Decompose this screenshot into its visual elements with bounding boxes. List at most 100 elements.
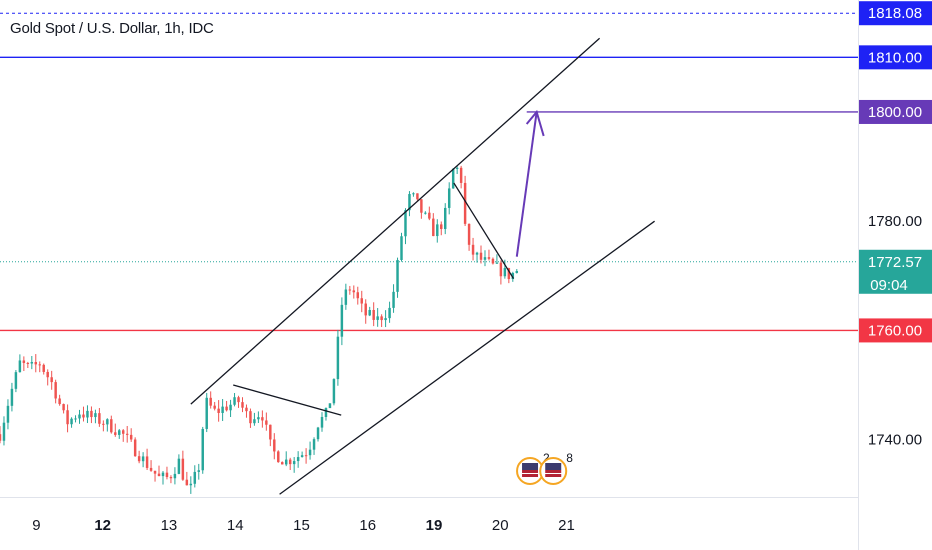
candle-body — [82, 414, 85, 418]
candle-body — [304, 455, 308, 457]
candle-body — [58, 398, 61, 405]
candle-body — [288, 459, 292, 465]
candle-body — [137, 456, 141, 462]
flag-stripe — [522, 474, 539, 477]
candle-body — [197, 470, 200, 472]
candle-body — [18, 360, 22, 373]
candle-body — [479, 252, 483, 260]
candle-body — [253, 419, 256, 424]
candle-body — [149, 467, 153, 471]
candle-body — [161, 472, 165, 477]
candle-body — [471, 244, 475, 255]
flag-canton — [522, 463, 539, 470]
candle-body — [281, 462, 284, 465]
candle-body — [348, 289, 352, 291]
candle-body — [487, 257, 491, 259]
candle-body — [475, 252, 479, 255]
candle-body — [396, 259, 399, 292]
candle-body — [444, 207, 447, 229]
candle-body — [129, 434, 133, 440]
candle-body — [300, 455, 304, 458]
candle-body — [209, 397, 212, 406]
price-label-text: 1818.08 — [868, 5, 922, 22]
candle-body — [463, 182, 467, 224]
candle-body — [316, 427, 320, 440]
countdown-label: 09:04 — [870, 277, 908, 294]
price-label-box — [859, 249, 932, 294]
candle-body — [229, 404, 232, 411]
candle-body — [328, 403, 332, 409]
candle-body — [392, 291, 395, 308]
candle-body — [233, 397, 236, 405]
price-label-box — [859, 318, 932, 343]
candle-body — [102, 423, 105, 425]
price-label-box — [859, 1, 932, 26]
flag-stripe — [545, 470, 562, 473]
y-tick-label: 1780.00 — [868, 213, 922, 230]
candle-body — [483, 257, 487, 260]
candle-body — [356, 292, 360, 299]
x-tick-label: 13 — [161, 517, 178, 534]
candle-body — [459, 167, 463, 183]
candle-body — [384, 318, 387, 321]
candle-body — [2, 422, 6, 441]
candle-body — [320, 416, 324, 428]
candle-body — [38, 364, 41, 366]
candle-body — [74, 418, 77, 420]
candle-body — [50, 377, 53, 383]
candle-body — [491, 258, 495, 264]
channel-upper-line — [190, 37, 601, 405]
candle-body — [412, 193, 415, 195]
event-count: 2 — [543, 451, 550, 465]
candle-body — [205, 397, 208, 429]
candle-body — [360, 298, 363, 304]
x-tick-label: 15 — [293, 517, 310, 534]
candle-body — [181, 458, 185, 480]
candle-body — [122, 430, 125, 434]
x-tick-label: 12 — [94, 517, 111, 534]
candle-body — [257, 417, 260, 420]
candle-body — [185, 479, 189, 486]
candle-body — [368, 309, 371, 316]
candle-body — [213, 405, 216, 409]
candle-body — [98, 413, 101, 424]
candle-body — [336, 336, 340, 380]
x-tick-label: 16 — [359, 517, 376, 534]
candle-body — [428, 212, 431, 219]
flag-stripe — [522, 470, 539, 473]
x-tick-label: 19 — [426, 517, 443, 534]
channel-lower-line — [279, 220, 655, 495]
flag-stripe — [545, 474, 562, 477]
candle-body — [249, 411, 252, 424]
candle-body — [114, 432, 117, 435]
candle-body — [312, 439, 316, 450]
target-arrow-shaft — [515, 111, 538, 257]
candle-body — [503, 268, 507, 277]
candle-body — [78, 414, 81, 419]
candle-body — [269, 424, 272, 440]
candle-body — [141, 456, 145, 462]
candle-body — [432, 218, 435, 237]
candle-body — [46, 371, 49, 378]
candle-body — [22, 360, 26, 363]
candle-body — [455, 167, 459, 169]
candle-body — [54, 382, 57, 399]
candle-body — [404, 210, 407, 237]
x-tick-label: 14 — [227, 517, 244, 534]
candle-body — [118, 430, 121, 435]
candle-body — [245, 407, 248, 412]
candle-body — [6, 405, 10, 423]
candle-body — [193, 471, 197, 484]
candle-body — [0, 434, 2, 441]
candle-body — [34, 362, 38, 365]
flag-canton — [545, 463, 562, 470]
candle-body — [165, 472, 169, 478]
event-count: 8 — [566, 451, 573, 465]
candle-body — [436, 224, 439, 237]
price-label-box — [859, 45, 932, 70]
candle-body — [380, 316, 383, 321]
candle-body — [133, 439, 137, 457]
candle-body — [376, 316, 379, 320]
candle-body — [400, 236, 403, 260]
